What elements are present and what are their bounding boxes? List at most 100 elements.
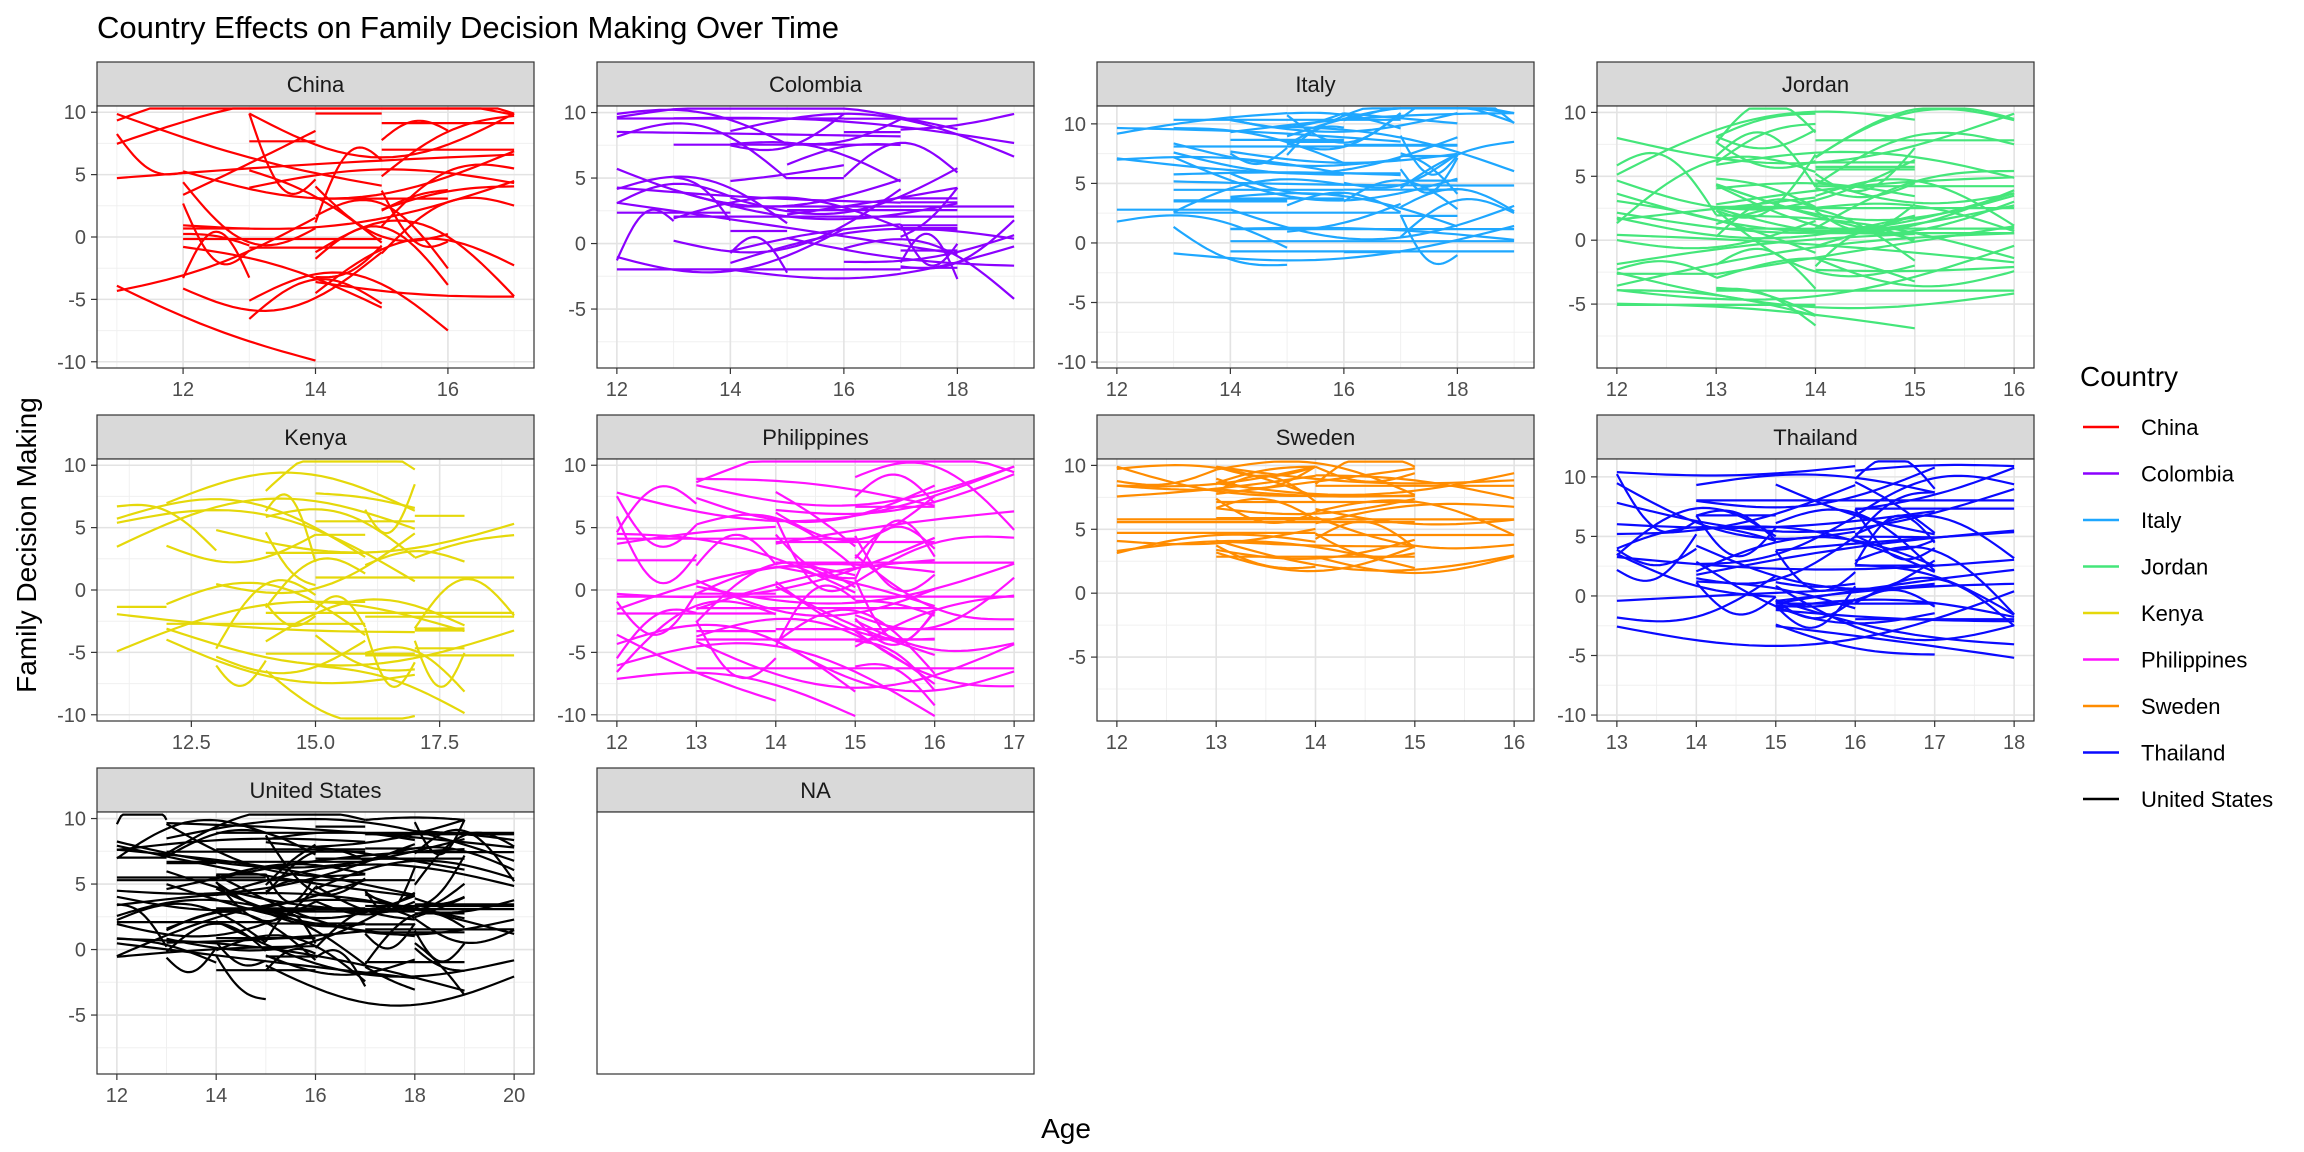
series-line-thailand xyxy=(1775,625,2015,659)
series-line-united-states xyxy=(116,848,416,897)
series-line-colombia xyxy=(900,187,959,238)
legend-label: United States xyxy=(2141,787,2273,812)
series-line-kenya xyxy=(315,664,466,715)
legend-label: Thailand xyxy=(2141,741,2225,766)
facet-strip-label: Philippines xyxy=(762,425,868,450)
series-line-kenya xyxy=(116,503,217,552)
series-line-thailand xyxy=(1775,584,2015,642)
series-line-colombia xyxy=(673,116,1015,145)
facet-strip xyxy=(596,414,1035,460)
series-line-thailand xyxy=(1616,590,2015,647)
series-line-colombia xyxy=(616,108,788,145)
series-line-sweden xyxy=(1216,460,1416,496)
legend-item-kenya: Kenya xyxy=(2083,601,2204,626)
series-line-thailand xyxy=(1854,576,2015,627)
x-tick-label: 16 xyxy=(304,1085,326,1107)
series-line-jordan xyxy=(1715,209,1916,278)
series-line-united-states xyxy=(364,911,466,965)
series-line-china xyxy=(182,150,515,200)
x-tick-label: 14 xyxy=(1804,379,1826,401)
series-line-united-states xyxy=(314,948,367,987)
facet-strip-label: Sweden xyxy=(1276,425,1356,450)
series-line-jordan xyxy=(1814,169,2015,230)
series-line-thailand xyxy=(1696,535,1856,585)
series-line-china xyxy=(314,146,383,223)
series-line-thailand xyxy=(1616,506,1777,557)
facet-strip xyxy=(596,61,1035,107)
facet-strip-label: Italy xyxy=(1295,72,1335,97)
series-line-italy xyxy=(1172,226,1288,267)
series-line-china xyxy=(380,196,515,255)
series-line-philippines xyxy=(696,562,1015,605)
y-tick-label: 10 xyxy=(1064,114,1086,136)
series-lines xyxy=(615,107,1015,300)
series-line-colombia xyxy=(616,186,901,204)
facet-panel-jordan: Jordan 12 13 14 15 16 -5 0 5 10 xyxy=(1564,61,2035,401)
panel-background xyxy=(597,812,1034,1074)
x-tick-label: 12 xyxy=(1106,379,1128,401)
series-lines xyxy=(116,107,515,362)
series-line-kenya xyxy=(413,640,466,688)
series-line-sweden xyxy=(1314,460,1416,485)
legend-item-sweden: Sweden xyxy=(2083,694,2221,719)
series-line-united-states xyxy=(315,818,465,848)
series-line-italy xyxy=(1230,112,1345,129)
series-line-jordan xyxy=(1715,141,1816,169)
series-line-united-states xyxy=(215,920,515,978)
series-line-italy xyxy=(1343,112,1458,125)
series-line-italy xyxy=(1230,226,1515,241)
series-line-china xyxy=(380,163,515,227)
series-line-kenya xyxy=(166,638,415,685)
series-line-china xyxy=(116,216,317,292)
legend-item-thailand: Thailand xyxy=(2083,741,2225,766)
series-line-philippines xyxy=(616,525,776,545)
series-line-philippines xyxy=(854,461,1015,531)
facet-panel-kenya: Kenya 12.5 15.0 17.5 -10 -5 0 5 10 xyxy=(57,414,535,754)
series-line-jordan xyxy=(1814,203,1916,232)
series-line-sweden xyxy=(1215,545,1416,573)
series-line-colombia xyxy=(730,245,1015,280)
y-tick-label: -5 xyxy=(68,642,86,664)
series-line-kenya xyxy=(265,460,416,492)
series-line-philippines xyxy=(854,525,936,560)
series-line-philippines xyxy=(616,592,698,636)
series-line-philippines xyxy=(616,536,936,599)
series-line-jordan xyxy=(1715,107,1817,144)
facet-panels: China 12 14 16 -10 -5 0 5 10 Colombia 12 14 16 18 -5 0 5… xyxy=(57,61,2035,1107)
series-line-china xyxy=(183,232,250,247)
y-tick-label: -5 xyxy=(68,1005,86,1027)
series-line-colombia xyxy=(843,141,959,178)
x-tick-label: 12 xyxy=(1606,379,1628,401)
series-line-jordan xyxy=(1715,153,1817,219)
y-tick-label: 10 xyxy=(64,809,86,831)
series-line-kenya xyxy=(264,531,316,587)
series-line-sweden xyxy=(1116,474,1316,498)
series-line-colombia xyxy=(616,167,901,208)
series-line-jordan xyxy=(1616,151,1718,216)
series-line-italy xyxy=(1343,179,1459,210)
series-line-jordan xyxy=(1715,131,1817,188)
series-line-philippines xyxy=(616,465,1015,523)
series-line-china xyxy=(116,284,316,362)
facet-panel-philippines: Philippines 12 13 14 15 16 17 -10 -5 0 5 10 xyxy=(557,414,1035,754)
x-tick-label: 16 xyxy=(437,379,459,401)
series-line-italy xyxy=(1173,180,1515,187)
y-tick-label: 5 xyxy=(1075,519,1086,541)
series-line-kenya xyxy=(215,532,416,595)
series-line-united-states xyxy=(315,859,515,890)
series-line-philippines xyxy=(774,517,856,593)
series-line-united-states xyxy=(215,862,366,880)
series-line-united-states xyxy=(165,946,218,974)
series-line-united-states xyxy=(116,898,465,958)
legend-item-italy: Italy xyxy=(2083,508,2181,533)
series-line-united-states xyxy=(215,887,416,920)
series-line-united-states xyxy=(116,837,366,851)
x-tick-label: 15 xyxy=(1404,732,1426,754)
series-line-colombia xyxy=(616,182,731,205)
series-line-thailand xyxy=(1616,465,1856,477)
series-line-italy xyxy=(1173,127,1345,165)
facet-strip xyxy=(96,767,535,813)
x-tick-label: 13 xyxy=(685,732,707,754)
series-line-kenya xyxy=(166,581,366,636)
y-tick-label: -5 xyxy=(1068,293,1086,315)
